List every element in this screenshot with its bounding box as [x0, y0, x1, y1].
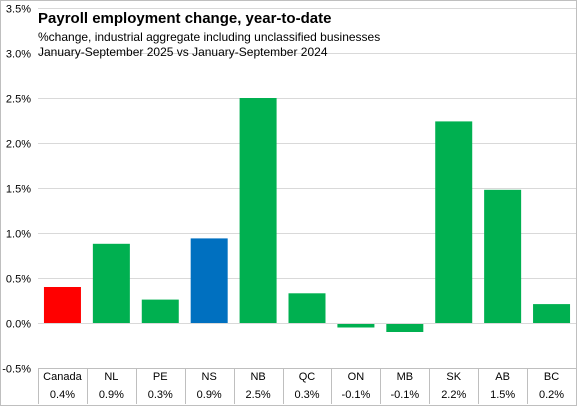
data-label: 2.5%	[246, 389, 271, 401]
y-axis-tick-labels: -0.5% 0.0% 0.5% 1.0% 1.5% 2.0% 2.5% 3.0% 3.5%	[2, 4, 31, 376]
y-tick-label: 0.0%	[6, 319, 31, 331]
data-label: -0.1%	[342, 389, 371, 401]
y-tick-label: 3.5%	[6, 4, 31, 16]
data-label: 0.9%	[99, 389, 124, 401]
data-label: 0.4%	[50, 389, 75, 401]
data-label: 0.9%	[197, 389, 222, 401]
bar-bc	[533, 304, 571, 323]
bar-ns	[190, 238, 228, 323]
data-label: 1.5%	[490, 389, 515, 401]
x-tick-label: NB	[250, 371, 265, 383]
x-tick-label: BC	[544, 371, 559, 383]
bar-qc	[288, 293, 326, 323]
x-tick-label: Canada	[43, 371, 82, 383]
y-tick-label: 0.5%	[6, 274, 31, 286]
y-tick-label: 1.5%	[6, 184, 31, 196]
bar-on	[337, 323, 375, 328]
bar-nl	[92, 243, 130, 323]
bar-mb	[386, 323, 424, 332]
chart-period: January-September 2025 vs January-Septem…	[38, 45, 328, 59]
data-label: 2.2%	[441, 389, 466, 401]
x-tick-label: NS	[202, 371, 217, 383]
y-tick-label: 2.0%	[6, 139, 31, 151]
data-label: 0.3%	[148, 389, 173, 401]
x-tick-label: NL	[104, 371, 118, 383]
bars	[43, 98, 571, 332]
data-label: 0.3%	[294, 389, 319, 401]
y-tick-label: 1.0%	[6, 229, 31, 241]
x-tick-label: PE	[153, 371, 168, 383]
chart-title: Payroll employment change, year-to-date	[38, 10, 332, 27]
x-tick-label: MB	[397, 371, 414, 383]
chart-subtitle: %change, industrial aggregate including …	[38, 30, 381, 44]
x-axis-table: Canada 0.4% NL 0.9% PE 0.3% NS 0.9% NB 2.5% QC 0.3%…	[38, 368, 577, 404]
bar-sk	[435, 121, 473, 324]
data-label: 0.2%	[539, 389, 564, 401]
bar-nb	[239, 98, 277, 323]
bar-pe	[141, 299, 179, 323]
x-tick-label: QC	[299, 371, 316, 383]
title-block: Payroll employment change, year-to-date …	[38, 10, 380, 59]
y-tick-label: 3.0%	[6, 49, 31, 61]
x-tick-label: AB	[495, 371, 510, 383]
y-tick-label: 2.5%	[6, 94, 31, 106]
data-label: -0.1%	[390, 389, 419, 401]
x-tick-label: SK	[446, 371, 461, 383]
bar-canada	[43, 287, 81, 323]
y-tick-label: -0.5%	[2, 364, 31, 376]
x-tick-label: ON	[348, 371, 365, 383]
bar-ab	[484, 189, 522, 323]
